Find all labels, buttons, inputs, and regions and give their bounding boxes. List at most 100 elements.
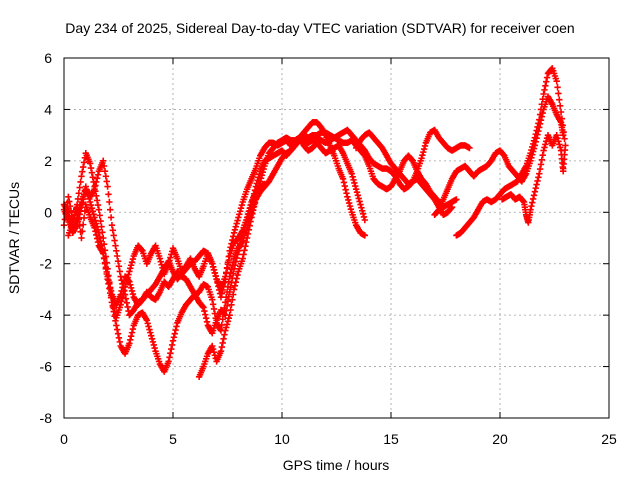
data-point xyxy=(92,182,99,189)
data-point xyxy=(235,214,242,221)
data-point xyxy=(257,175,265,182)
data-point xyxy=(530,145,538,152)
data-point xyxy=(419,152,426,159)
data-point xyxy=(232,223,239,230)
data-point xyxy=(519,197,527,205)
data-point xyxy=(246,222,253,229)
data-point xyxy=(108,221,116,229)
data-point xyxy=(533,181,540,188)
data-point xyxy=(535,127,542,135)
data-point xyxy=(259,168,267,176)
data-point xyxy=(560,131,567,139)
data-point xyxy=(349,173,356,180)
data-point xyxy=(114,257,122,265)
data-point xyxy=(79,221,87,228)
data-point xyxy=(420,148,427,156)
data-point xyxy=(233,275,240,282)
data-point xyxy=(236,208,244,215)
data-point xyxy=(88,204,96,212)
data-point xyxy=(229,233,237,240)
data-point xyxy=(539,109,546,117)
data-point xyxy=(76,204,83,212)
data-point xyxy=(246,204,253,212)
data-point xyxy=(98,223,105,230)
data-point xyxy=(65,193,72,201)
data-point xyxy=(351,179,358,187)
data-point xyxy=(128,258,136,266)
data-point xyxy=(97,217,104,225)
data-point xyxy=(535,174,542,181)
data-point xyxy=(112,317,119,324)
data-point xyxy=(122,295,130,302)
data-point xyxy=(170,334,178,341)
data-point xyxy=(359,210,367,218)
data-point xyxy=(117,273,124,280)
data-point xyxy=(345,196,352,204)
data-point xyxy=(556,102,564,110)
data-point xyxy=(534,131,541,138)
data-point xyxy=(466,144,473,152)
data-point xyxy=(243,234,251,242)
data-point xyxy=(127,336,134,344)
data-point xyxy=(107,285,114,293)
data-point xyxy=(253,192,260,200)
data-point xyxy=(106,279,113,286)
data-point xyxy=(260,165,267,173)
data-point xyxy=(113,326,121,333)
data-point xyxy=(225,293,233,300)
data-series xyxy=(195,129,460,381)
data-point xyxy=(248,214,255,221)
data-point xyxy=(341,182,348,190)
data-point xyxy=(542,82,549,89)
data-point xyxy=(543,74,551,81)
data-point xyxy=(540,90,547,98)
data-point xyxy=(361,216,369,224)
data-point xyxy=(344,193,351,201)
data-point xyxy=(236,244,243,251)
data-point xyxy=(111,312,118,320)
data-point xyxy=(537,117,545,124)
data-point xyxy=(342,186,349,193)
data-point xyxy=(120,284,127,291)
data-point xyxy=(258,172,266,179)
data-point xyxy=(540,147,547,154)
data-series xyxy=(498,131,567,226)
data-point xyxy=(221,331,228,338)
data-point xyxy=(231,262,239,269)
data-point xyxy=(251,199,259,207)
data-point xyxy=(539,152,546,159)
data-point xyxy=(527,206,534,213)
data-point xyxy=(75,190,83,197)
data-point xyxy=(538,156,546,164)
data-point xyxy=(210,348,218,356)
data-point xyxy=(143,317,151,324)
data-point xyxy=(229,296,236,303)
data-point xyxy=(100,157,107,165)
data-point xyxy=(78,234,85,242)
data-point xyxy=(247,201,254,209)
data-point xyxy=(528,202,535,210)
data-point xyxy=(168,345,175,353)
data-point xyxy=(556,144,564,151)
data-point xyxy=(531,142,539,149)
data-point xyxy=(224,318,232,325)
data-point xyxy=(230,286,238,293)
data-point xyxy=(79,163,87,171)
data-point xyxy=(202,315,210,322)
data-point xyxy=(420,145,428,153)
data-point xyxy=(127,284,135,292)
data-point xyxy=(77,178,84,186)
data-point xyxy=(127,333,135,340)
data-point xyxy=(219,339,226,347)
data-point xyxy=(561,135,568,142)
data-point xyxy=(355,195,362,202)
data-point xyxy=(226,288,233,296)
data-point xyxy=(99,229,106,236)
data-point xyxy=(347,206,355,213)
data-point xyxy=(532,138,539,146)
data-point xyxy=(76,184,83,191)
data-point xyxy=(553,131,560,139)
data-point xyxy=(128,329,136,336)
data-point xyxy=(536,170,543,177)
